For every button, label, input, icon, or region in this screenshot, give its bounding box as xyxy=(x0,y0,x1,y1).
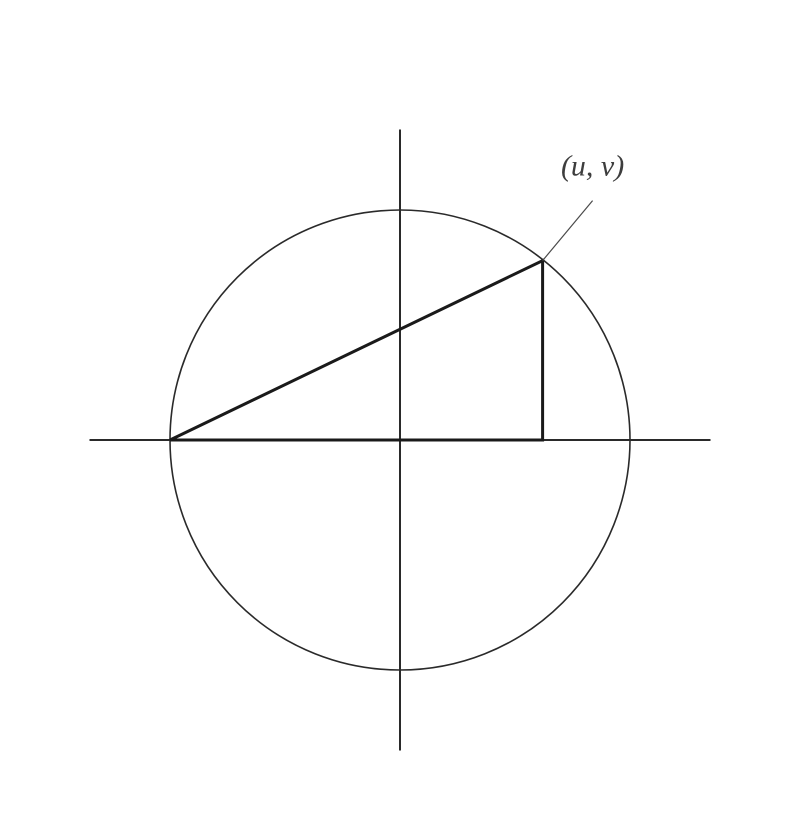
inscribed-triangle xyxy=(170,261,543,440)
label-leader-line xyxy=(543,201,593,261)
diagram-canvas: (u, v) xyxy=(0,0,800,829)
unit-circle-diagram: (u, v) xyxy=(0,0,800,829)
point-uv-label: (u, v) xyxy=(561,150,624,183)
